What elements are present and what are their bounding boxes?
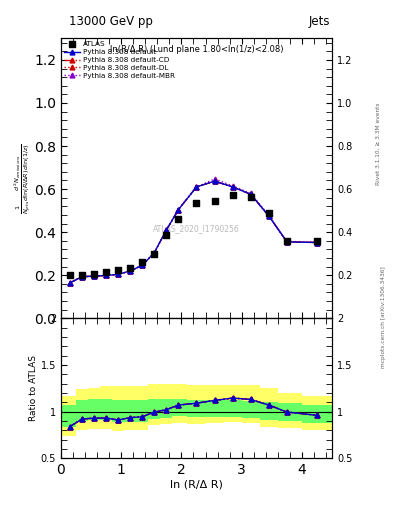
Text: Jets: Jets	[309, 15, 330, 28]
Line: Pythia 8.308 default-MBR: Pythia 8.308 default-MBR	[68, 177, 320, 285]
Pythia 8.308 default-CD	[140, 262, 145, 268]
Text: Rivet 3.1.10, ≥ 3.3M events: Rivet 3.1.10, ≥ 3.3M events	[376, 102, 380, 185]
Pythia 8.308 default-DL	[248, 191, 253, 197]
Pythia 8.308 default-MBR	[152, 249, 157, 255]
Pythia 8.308 default-DL	[285, 239, 289, 245]
ATLAS	[91, 270, 97, 278]
Pythia 8.308 default-MBR	[176, 206, 181, 212]
Line: Pythia 8.308 default-DL: Pythia 8.308 default-DL	[68, 179, 320, 285]
X-axis label: ln (R/Δ R): ln (R/Δ R)	[170, 480, 223, 490]
ATLAS	[139, 258, 145, 266]
Pythia 8.308 default-MBR	[140, 262, 145, 268]
Pythia 8.308 default-CD	[230, 184, 235, 190]
Pythia 8.308 default-MBR	[80, 274, 84, 280]
Pythia 8.308 default-DL	[266, 213, 271, 219]
Pythia 8.308 default	[92, 273, 96, 279]
Y-axis label: $\frac{1}{N_{jets}}\frac{d^2 N_{emissions}}{d\ln (R/\Delta R)\, d\ln (1/z)}$: $\frac{1}{N_{jets}}\frac{d^2 N_{emission…	[12, 143, 33, 214]
Text: ATLAS_2020_I1790256: ATLAS_2020_I1790256	[153, 224, 240, 233]
ATLAS	[314, 237, 320, 245]
Pythia 8.308 default-DL	[176, 206, 181, 212]
Pythia 8.308 default-CD	[315, 240, 320, 246]
Pythia 8.308 default	[152, 249, 157, 255]
ATLAS	[284, 237, 290, 245]
Pythia 8.308 default	[104, 272, 108, 279]
Pythia 8.308 default-DL	[315, 240, 320, 246]
ATLAS	[175, 215, 182, 223]
Pythia 8.308 default-CD	[248, 191, 253, 197]
Pythia 8.308 default	[194, 184, 199, 190]
Pythia 8.308 default-MBR	[315, 239, 320, 245]
Pythia 8.308 default	[266, 213, 271, 219]
ATLAS	[230, 191, 236, 199]
Pythia 8.308 default-CD	[285, 239, 289, 245]
Pythia 8.308 default	[116, 271, 121, 278]
Pythia 8.308 default	[176, 206, 181, 212]
Pythia 8.308 default-DL	[128, 268, 132, 274]
ATLAS	[67, 271, 73, 280]
Pythia 8.308 default-CD	[212, 178, 217, 184]
Pythia 8.308 default	[80, 274, 84, 280]
Text: mcplots.cern.ch [arXiv:1306.3436]: mcplots.cern.ch [arXiv:1306.3436]	[381, 267, 386, 368]
Pythia 8.308 default	[140, 262, 145, 268]
Pythia 8.308 default	[128, 268, 132, 274]
Pythia 8.308 default-DL	[68, 280, 72, 286]
Pythia 8.308 default-DL	[194, 184, 199, 190]
Pythia 8.308 default-CD	[176, 206, 181, 212]
ATLAS	[163, 231, 169, 240]
Pythia 8.308 default	[248, 191, 253, 197]
Pythia 8.308 default-MBR	[212, 176, 217, 182]
Y-axis label: Ratio to ATLAS: Ratio to ATLAS	[29, 355, 38, 421]
Pythia 8.308 default-MBR	[104, 272, 108, 279]
Pythia 8.308 default-CD	[104, 272, 108, 279]
Pythia 8.308 default-CD	[68, 280, 72, 286]
Pythia 8.308 default-DL	[92, 273, 96, 279]
Pythia 8.308 default-MBR	[230, 183, 235, 189]
Pythia 8.308 default-DL	[140, 262, 145, 268]
Pythia 8.308 default-CD	[266, 213, 271, 219]
Pythia 8.308 default-DL	[116, 271, 121, 278]
Pythia 8.308 default-MBR	[116, 271, 121, 278]
Pythia 8.308 default-MBR	[266, 212, 271, 219]
Pythia 8.308 default-CD	[92, 273, 96, 279]
Pythia 8.308 default	[212, 178, 217, 184]
Pythia 8.308 default-MBR	[248, 190, 253, 197]
ATLAS	[79, 271, 85, 280]
Pythia 8.308 default-MBR	[68, 280, 72, 286]
ATLAS	[266, 209, 272, 217]
Text: 13000 GeV pp: 13000 GeV pp	[69, 15, 152, 28]
Pythia 8.308 default	[230, 184, 235, 190]
Text: ln(R/Δ R) (Lund plane 1.80<ln(1/z)<2.08): ln(R/Δ R) (Lund plane 1.80<ln(1/z)<2.08)	[110, 46, 283, 54]
ATLAS	[127, 264, 133, 272]
Pythia 8.308 default-CD	[116, 271, 121, 278]
Pythia 8.308 default-DL	[80, 274, 84, 280]
ATLAS	[115, 266, 121, 274]
Pythia 8.308 default-MBR	[285, 239, 289, 245]
Pythia 8.308 default	[164, 227, 169, 233]
ATLAS	[248, 193, 254, 201]
ATLAS	[211, 197, 218, 205]
Line: Pythia 8.308 default-CD: Pythia 8.308 default-CD	[68, 179, 320, 285]
Pythia 8.308 default	[315, 240, 320, 246]
Pythia 8.308 default-DL	[152, 249, 157, 255]
ATLAS	[193, 199, 200, 207]
Pythia 8.308 default-MBR	[194, 184, 199, 190]
Pythia 8.308 default-MBR	[92, 273, 96, 279]
Pythia 8.308 default-CD	[80, 274, 84, 280]
Legend: ATLAS, Pythia 8.308 default, Pythia 8.308 default-CD, Pythia 8.308 default-DL, P: ATLAS, Pythia 8.308 default, Pythia 8.30…	[63, 40, 175, 79]
Pythia 8.308 default	[285, 239, 289, 245]
Pythia 8.308 default-MBR	[128, 268, 132, 274]
Pythia 8.308 default-DL	[104, 272, 108, 279]
Pythia 8.308 default-DL	[164, 227, 169, 233]
ATLAS	[103, 268, 109, 276]
Pythia 8.308 default-CD	[164, 227, 169, 233]
Line: Pythia 8.308 default: Pythia 8.308 default	[68, 179, 320, 285]
ATLAS	[151, 250, 158, 258]
Pythia 8.308 default-CD	[128, 268, 132, 274]
Pythia 8.308 default-DL	[212, 178, 217, 184]
Pythia 8.308 default-DL	[230, 184, 235, 190]
Pythia 8.308 default-MBR	[164, 227, 169, 233]
Pythia 8.308 default-CD	[152, 249, 157, 255]
Pythia 8.308 default	[68, 280, 72, 286]
Pythia 8.308 default-CD	[194, 184, 199, 190]
